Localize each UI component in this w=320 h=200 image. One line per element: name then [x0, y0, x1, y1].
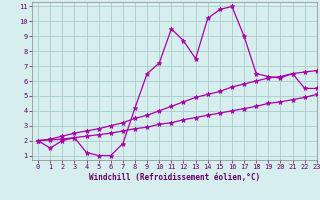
X-axis label: Windchill (Refroidissement éolien,°C): Windchill (Refroidissement éolien,°C): [89, 173, 260, 182]
